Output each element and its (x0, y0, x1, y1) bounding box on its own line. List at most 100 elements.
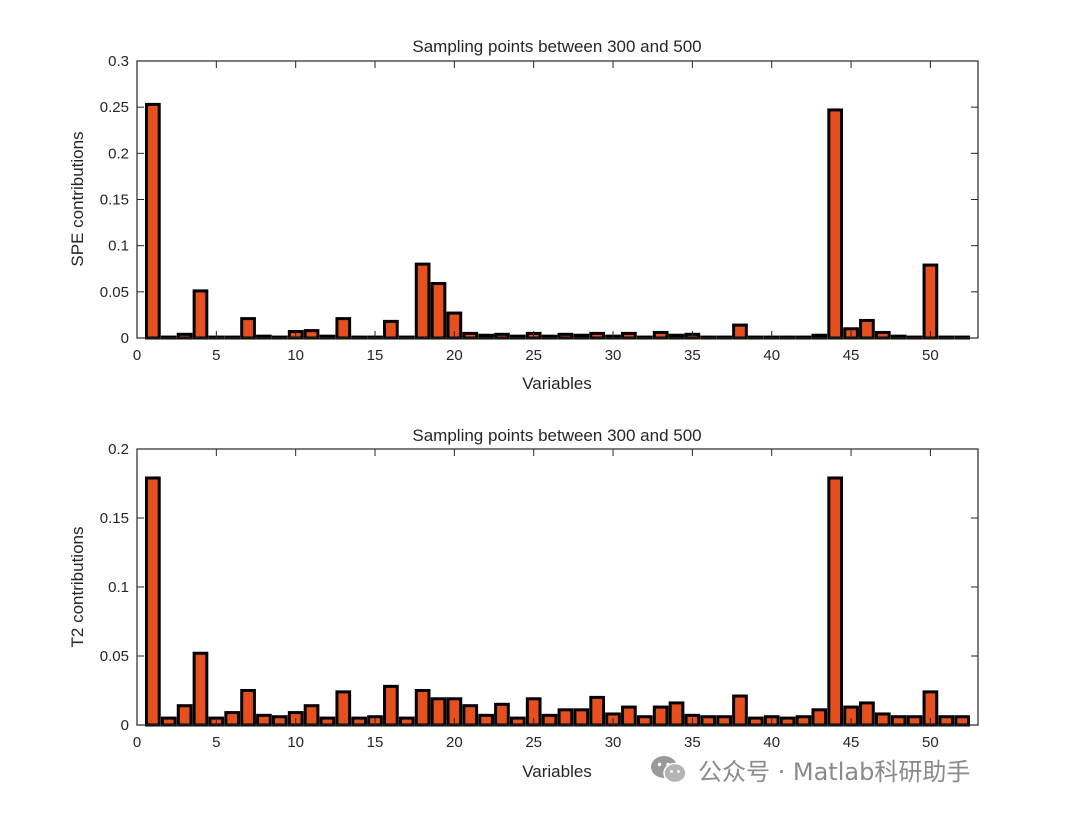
x-tick-label: 45 (843, 347, 860, 364)
x-tick-label: 30 (605, 734, 622, 751)
bar-41 (779, 716, 796, 727)
bar-46 (859, 318, 875, 340)
wechat-icon (651, 755, 687, 783)
bar-42 (795, 715, 812, 727)
spe-contributions-chart: Sampling points between 300 and 500 Vari… (68, 37, 979, 393)
bar-52 (954, 715, 970, 727)
bar-6 (224, 711, 241, 727)
bar-19 (430, 282, 447, 340)
bar-32 (636, 715, 653, 727)
x-tick-label: 10 (287, 734, 304, 751)
bar-33 (652, 330, 669, 340)
bar-1 (145, 476, 161, 727)
bar-33 (652, 705, 669, 727)
chart-title: Sampling points between 300 and 500 (412, 37, 701, 56)
bar-31 (621, 705, 637, 727)
chart-title: Sampling points between 300 and 500 (412, 426, 701, 445)
axis-ticks: 0 5 10 15 20 25 30 35 40 45 50 0 0.05 0.1 0.15 0.2 0.25 0… (100, 53, 978, 364)
y-axis-label: SPE contributions (68, 131, 87, 266)
bar-12 (319, 716, 336, 727)
bar-36 (700, 715, 717, 727)
bar-43 (811, 708, 828, 727)
x-tick-label: 40 (763, 734, 780, 751)
bar-29 (589, 695, 606, 727)
axis-ticks: 0 5 10 15 20 25 30 35 40 45 50 0 0.05 0.1 0.15 0.2 (100, 441, 978, 751)
bar-4 (192, 289, 209, 340)
bar-3 (176, 704, 193, 727)
x-axis-label: Variables (522, 374, 592, 393)
x-tick-label: 0 (133, 347, 141, 364)
bar-series (145, 476, 970, 727)
y-tick-label: 0.05 (100, 648, 129, 665)
bar-47 (874, 330, 891, 340)
y-tick-label: 0.05 (100, 284, 129, 301)
y-tick-label: 0.15 (100, 510, 129, 527)
bar-series (145, 102, 970, 340)
bar-13 (335, 690, 352, 727)
bar-1 (145, 102, 161, 340)
x-tick-label: 5 (212, 734, 220, 751)
y-tick-label: 0.3 (108, 53, 129, 70)
bar-48 (890, 715, 907, 727)
bar-39 (748, 716, 764, 727)
y-tick-label: 0.15 (100, 192, 129, 209)
x-tick-label: 20 (446, 734, 463, 751)
bar-2 (160, 716, 177, 727)
y-tick-label: 0.1 (108, 579, 129, 596)
bar-51 (938, 715, 955, 727)
t2-contributions-chart: Sampling points between 300 and 500 Vari… (68, 426, 979, 781)
bar-49 (906, 715, 923, 727)
bar-24 (509, 716, 526, 727)
y-tick-label: 0.1 (108, 238, 129, 255)
x-axis-label: Variables (522, 762, 592, 781)
x-tick-label: 15 (367, 347, 384, 364)
bar-26 (541, 713, 558, 727)
bar-17 (398, 716, 415, 727)
bar-19 (430, 697, 447, 727)
bar-11 (303, 329, 320, 340)
plot-area (136, 60, 979, 339)
y-tick-label: 0 (121, 717, 129, 734)
watermark-text: 公众号 · Matlab科研助手 (698, 758, 971, 786)
bar-16 (383, 684, 399, 727)
y-tick-label: 0.25 (100, 99, 129, 116)
x-tick-label: 45 (843, 734, 860, 751)
bar-22 (478, 713, 494, 727)
x-tick-label: 20 (446, 347, 463, 364)
bar-7 (240, 317, 256, 340)
x-tick-label: 50 (922, 734, 939, 751)
bar-4 (192, 651, 209, 727)
x-tick-label: 25 (525, 734, 542, 751)
x-tick-label: 15 (367, 734, 384, 751)
bar-14 (351, 716, 367, 727)
x-tick-label: 35 (684, 347, 701, 364)
y-axis-label: T2 contributions (68, 527, 87, 648)
y-tick-label: 0.2 (108, 145, 129, 162)
x-tick-label: 50 (922, 347, 939, 364)
bar-18 (414, 689, 431, 727)
bar-9 (271, 715, 288, 727)
bar-37 (716, 715, 732, 727)
bar-27 (557, 708, 574, 727)
y-tick-label: 0.2 (108, 441, 129, 458)
x-tick-label: 5 (212, 347, 220, 364)
plot-area (136, 448, 979, 726)
bar-34 (668, 701, 685, 727)
bar-23 (494, 702, 510, 727)
bar-18 (414, 262, 431, 340)
bar-7 (240, 689, 256, 727)
bar-16 (383, 319, 399, 340)
bar-47 (874, 712, 891, 727)
x-tick-label: 30 (605, 347, 622, 364)
x-tick-label: 40 (763, 347, 780, 364)
bar-21 (462, 331, 479, 340)
bar-28 (573, 708, 590, 727)
bar-46 (859, 701, 875, 727)
bar-44 (827, 108, 844, 340)
bar-29 (589, 331, 606, 340)
x-tick-label: 35 (684, 734, 701, 751)
x-tick-label: 25 (525, 347, 542, 364)
bar-44 (827, 476, 844, 727)
y-tick-label: 0 (121, 330, 129, 347)
x-tick-label: 10 (287, 347, 304, 364)
